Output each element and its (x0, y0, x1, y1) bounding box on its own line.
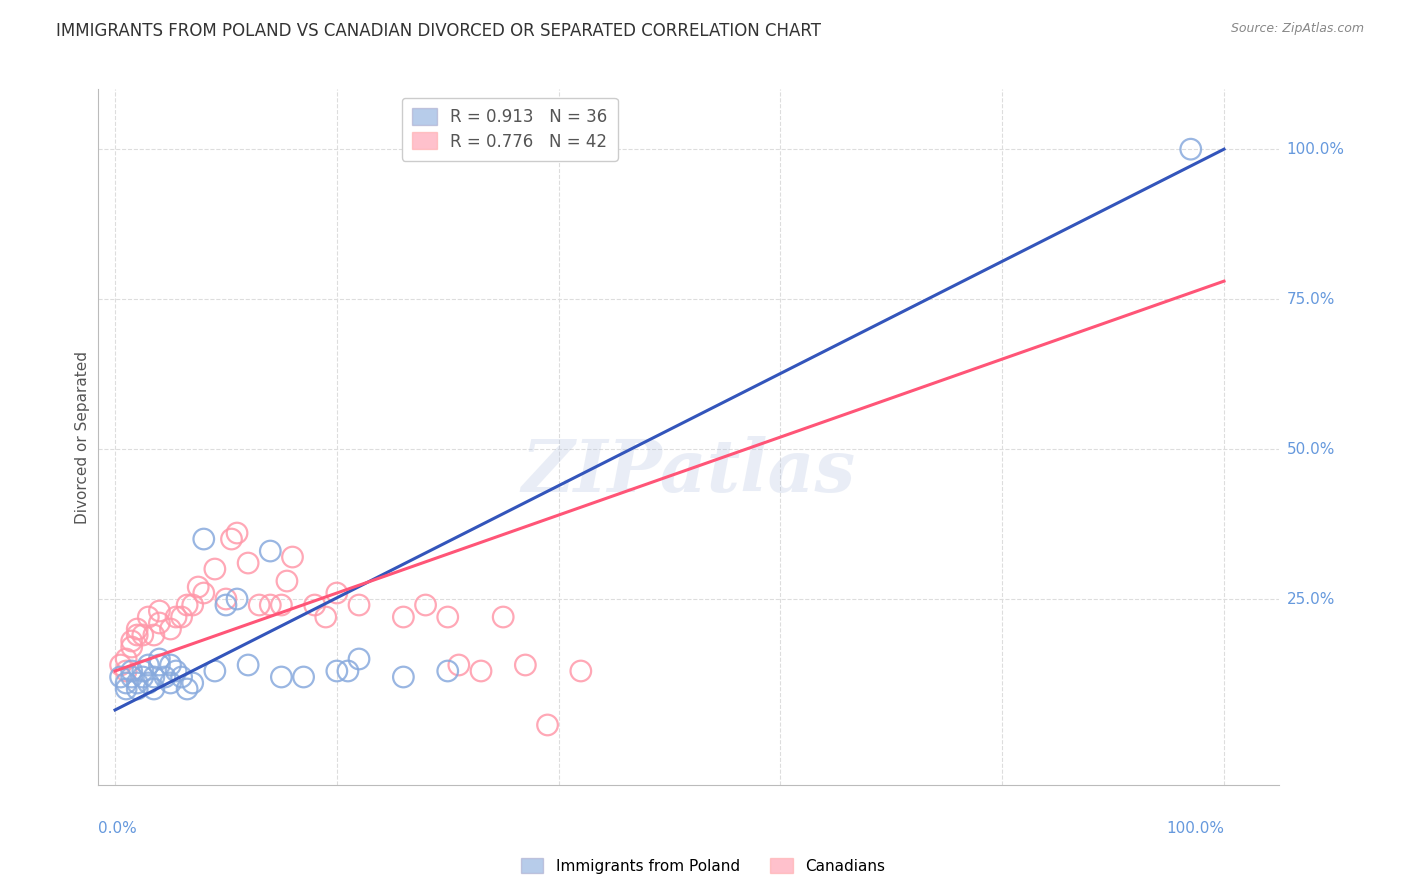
Point (336, 664, 359, 678)
Point (159, 622, 181, 636)
Point (127, 681, 149, 696)
Point (136, 610, 159, 624)
Point (270, 670, 292, 684)
Point (170, 610, 193, 624)
Legend: R = 0.913   N = 36, R = 0.776   N = 42: R = 0.913 N = 36, R = 0.776 N = 42 (402, 97, 617, 161)
Point (236, 556, 259, 570)
Point (1180, 142, 1202, 156)
Point (193, 586, 215, 600)
Point (159, 676, 181, 690)
Point (569, 664, 592, 678)
Point (292, 670, 315, 684)
Point (127, 622, 149, 636)
Point (176, 598, 198, 612)
Point (115, 664, 138, 678)
Point (304, 598, 326, 612)
Text: Source: ZipAtlas.com: Source: ZipAtlas.com (1230, 22, 1364, 36)
Point (148, 615, 170, 630)
Point (221, 532, 243, 546)
Point (204, 562, 226, 576)
Text: 100.0%: 100.0% (1166, 821, 1225, 836)
Point (347, 598, 370, 612)
Point (226, 592, 249, 607)
Point (110, 670, 132, 684)
Point (436, 610, 458, 624)
Point (142, 681, 165, 696)
Point (247, 598, 270, 612)
Text: 25.0%: 25.0% (1286, 591, 1334, 607)
Point (148, 604, 170, 618)
Text: ZIPatlas: ZIPatlas (522, 436, 856, 508)
Text: 0.0%: 0.0% (98, 821, 138, 836)
Text: 50.0%: 50.0% (1286, 442, 1334, 457)
Point (226, 526, 249, 541)
Point (326, 664, 349, 678)
Point (127, 676, 149, 690)
Point (215, 598, 238, 612)
Point (187, 580, 209, 594)
Point (121, 670, 143, 684)
Legend: Immigrants from Poland, Canadians: Immigrants from Poland, Canadians (515, 852, 891, 880)
Point (132, 628, 155, 642)
Point (392, 610, 415, 624)
Point (121, 634, 143, 648)
Point (181, 676, 204, 690)
Text: IMMIGRANTS FROM POLAND VS CANADIAN DIVORCED OR SEPARATED CORRELATION CHART: IMMIGRANTS FROM POLAND VS CANADIAN DIVOR… (56, 22, 821, 40)
Point (176, 681, 198, 696)
Point (392, 670, 415, 684)
Point (215, 592, 238, 607)
Point (415, 598, 437, 612)
Point (127, 628, 149, 642)
Point (142, 670, 165, 684)
Point (315, 610, 337, 624)
Point (136, 676, 159, 690)
Y-axis label: Divorced or Separated: Divorced or Separated (75, 351, 90, 524)
Point (136, 658, 159, 673)
Point (447, 658, 470, 673)
Point (470, 664, 492, 678)
Point (165, 610, 187, 624)
Point (165, 664, 187, 678)
Point (204, 664, 226, 678)
Point (170, 670, 193, 684)
Point (270, 598, 292, 612)
Point (148, 658, 170, 673)
Point (281, 549, 304, 564)
Point (153, 670, 176, 684)
Point (115, 676, 138, 690)
Point (259, 544, 281, 558)
Point (132, 670, 155, 684)
Point (276, 574, 298, 588)
Point (347, 652, 370, 666)
Point (259, 598, 281, 612)
Point (193, 532, 215, 546)
Text: 75.0%: 75.0% (1286, 292, 1334, 307)
Point (115, 681, 138, 696)
Point (436, 664, 458, 678)
Point (132, 664, 155, 678)
Point (110, 658, 132, 673)
Point (121, 664, 143, 678)
Point (236, 658, 259, 673)
Point (326, 586, 349, 600)
Point (142, 628, 165, 642)
Point (159, 658, 181, 673)
Point (181, 598, 204, 612)
Point (492, 610, 515, 624)
Point (115, 652, 138, 666)
Point (148, 652, 170, 666)
Point (121, 640, 143, 654)
Point (515, 658, 537, 673)
Text: 100.0%: 100.0% (1286, 142, 1344, 157)
Point (536, 718, 558, 732)
